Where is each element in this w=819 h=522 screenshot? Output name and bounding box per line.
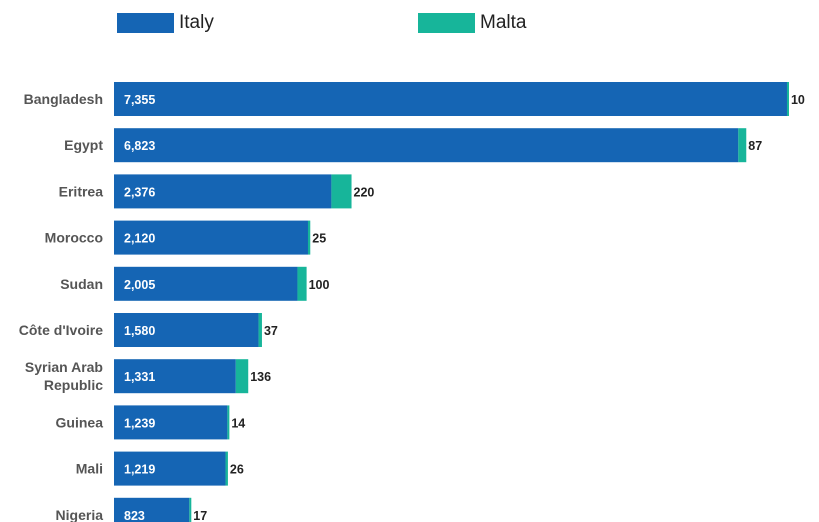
bar-italy-mali[interactable]: [114, 451, 226, 486]
bar-malta-egypt[interactable]: [738, 128, 747, 163]
value-label-malta-nigeria: 17: [193, 509, 207, 522]
bar-malta-nigeria[interactable]: [189, 497, 192, 522]
bar-malta-sudan[interactable]: [297, 266, 307, 301]
legend-swatch-italy: [117, 13, 174, 33]
value-label-italy-mali: 1,219: [124, 463, 155, 477]
bar-italy-egypt[interactable]: [114, 128, 739, 163]
value-label-malta-syrian-arab-republic: 136: [250, 370, 271, 384]
category-label-bangladesh: Bangladesh: [24, 91, 103, 107]
bar-italy-morocco[interactable]: [114, 220, 308, 255]
value-label-italy-nigeria: 823: [124, 509, 145, 522]
category-label-syrian-arab-republic: Syrian Arab Republic: [25, 359, 103, 393]
category-label-nigeria: Nigeria: [56, 507, 104, 522]
value-label-malta-eritrea: 220: [354, 185, 375, 199]
legend-item-italy[interactable]: Italy: [117, 10, 214, 36]
category-label-sudan: Sudan: [60, 276, 103, 292]
bar-malta-morocco[interactable]: [307, 220, 311, 255]
value-label-malta-egypt: 87: [748, 139, 762, 153]
bar-italy-bangladesh[interactable]: [114, 82, 787, 116]
category-label-egypt: Egypt: [64, 137, 103, 153]
value-label-italy-sudan: 2,005: [124, 278, 155, 292]
bar-malta-eritrea[interactable]: [331, 174, 352, 209]
bar-italy-sudan[interactable]: [114, 266, 298, 301]
category-label-mali: Mali: [76, 461, 103, 477]
value-label-malta-sudan: 100: [309, 278, 330, 292]
bar-italy-c-te-d-ivoire[interactable]: [114, 313, 259, 347]
bar-italy-eritrea[interactable]: [114, 174, 332, 209]
value-label-malta-bangladesh: 10: [791, 93, 805, 107]
value-label-malta-morocco: 25: [312, 232, 326, 246]
bar-malta-syrian-arab-republic[interactable]: [235, 359, 249, 394]
value-label-malta-c-te-d-ivoire: 37: [264, 324, 278, 338]
category-label-morocco: Morocco: [45, 230, 103, 246]
value-label-malta-guinea: 14: [231, 416, 245, 430]
value-label-italy-bangladesh: 7,355: [124, 93, 155, 107]
bar-malta-guinea[interactable]: [227, 405, 230, 440]
legend-swatch-malta: [418, 13, 475, 33]
legend-label-malta: Malta: [480, 12, 527, 33]
value-label-italy-syrian-arab-republic: 1,331: [124, 370, 155, 384]
category-label-guinea: Guinea: [56, 414, 104, 430]
legend-item-malta[interactable]: Malta: [418, 10, 526, 36]
value-label-italy-egypt: 6,823: [124, 139, 155, 153]
bar-italy-guinea[interactable]: [114, 405, 228, 440]
bar-italy-nigeria[interactable]: [114, 497, 190, 522]
legend-label-italy: Italy: [179, 12, 214, 33]
bar-malta-c-te-d-ivoire[interactable]: [258, 313, 262, 347]
value-label-italy-c-te-d-ivoire: 1,580: [124, 324, 155, 338]
bar-malta-bangladesh[interactable]: [786, 82, 789, 116]
bar-italy-syrian-arab-republic[interactable]: [114, 359, 236, 394]
value-label-italy-guinea: 1,239: [124, 416, 155, 430]
category-label-eritrea: Eritrea: [59, 183, 104, 199]
bar-malta-mali[interactable]: [225, 451, 228, 486]
legend: Italy Malta: [0, 0, 819, 40]
category-label-c-te-d-ivoire: Côte d'Ivoire: [19, 322, 103, 338]
value-label-italy-morocco: 2,120: [124, 232, 155, 246]
value-label-italy-eritrea: 2,376: [124, 185, 155, 199]
value-label-malta-mali: 26: [230, 463, 244, 477]
